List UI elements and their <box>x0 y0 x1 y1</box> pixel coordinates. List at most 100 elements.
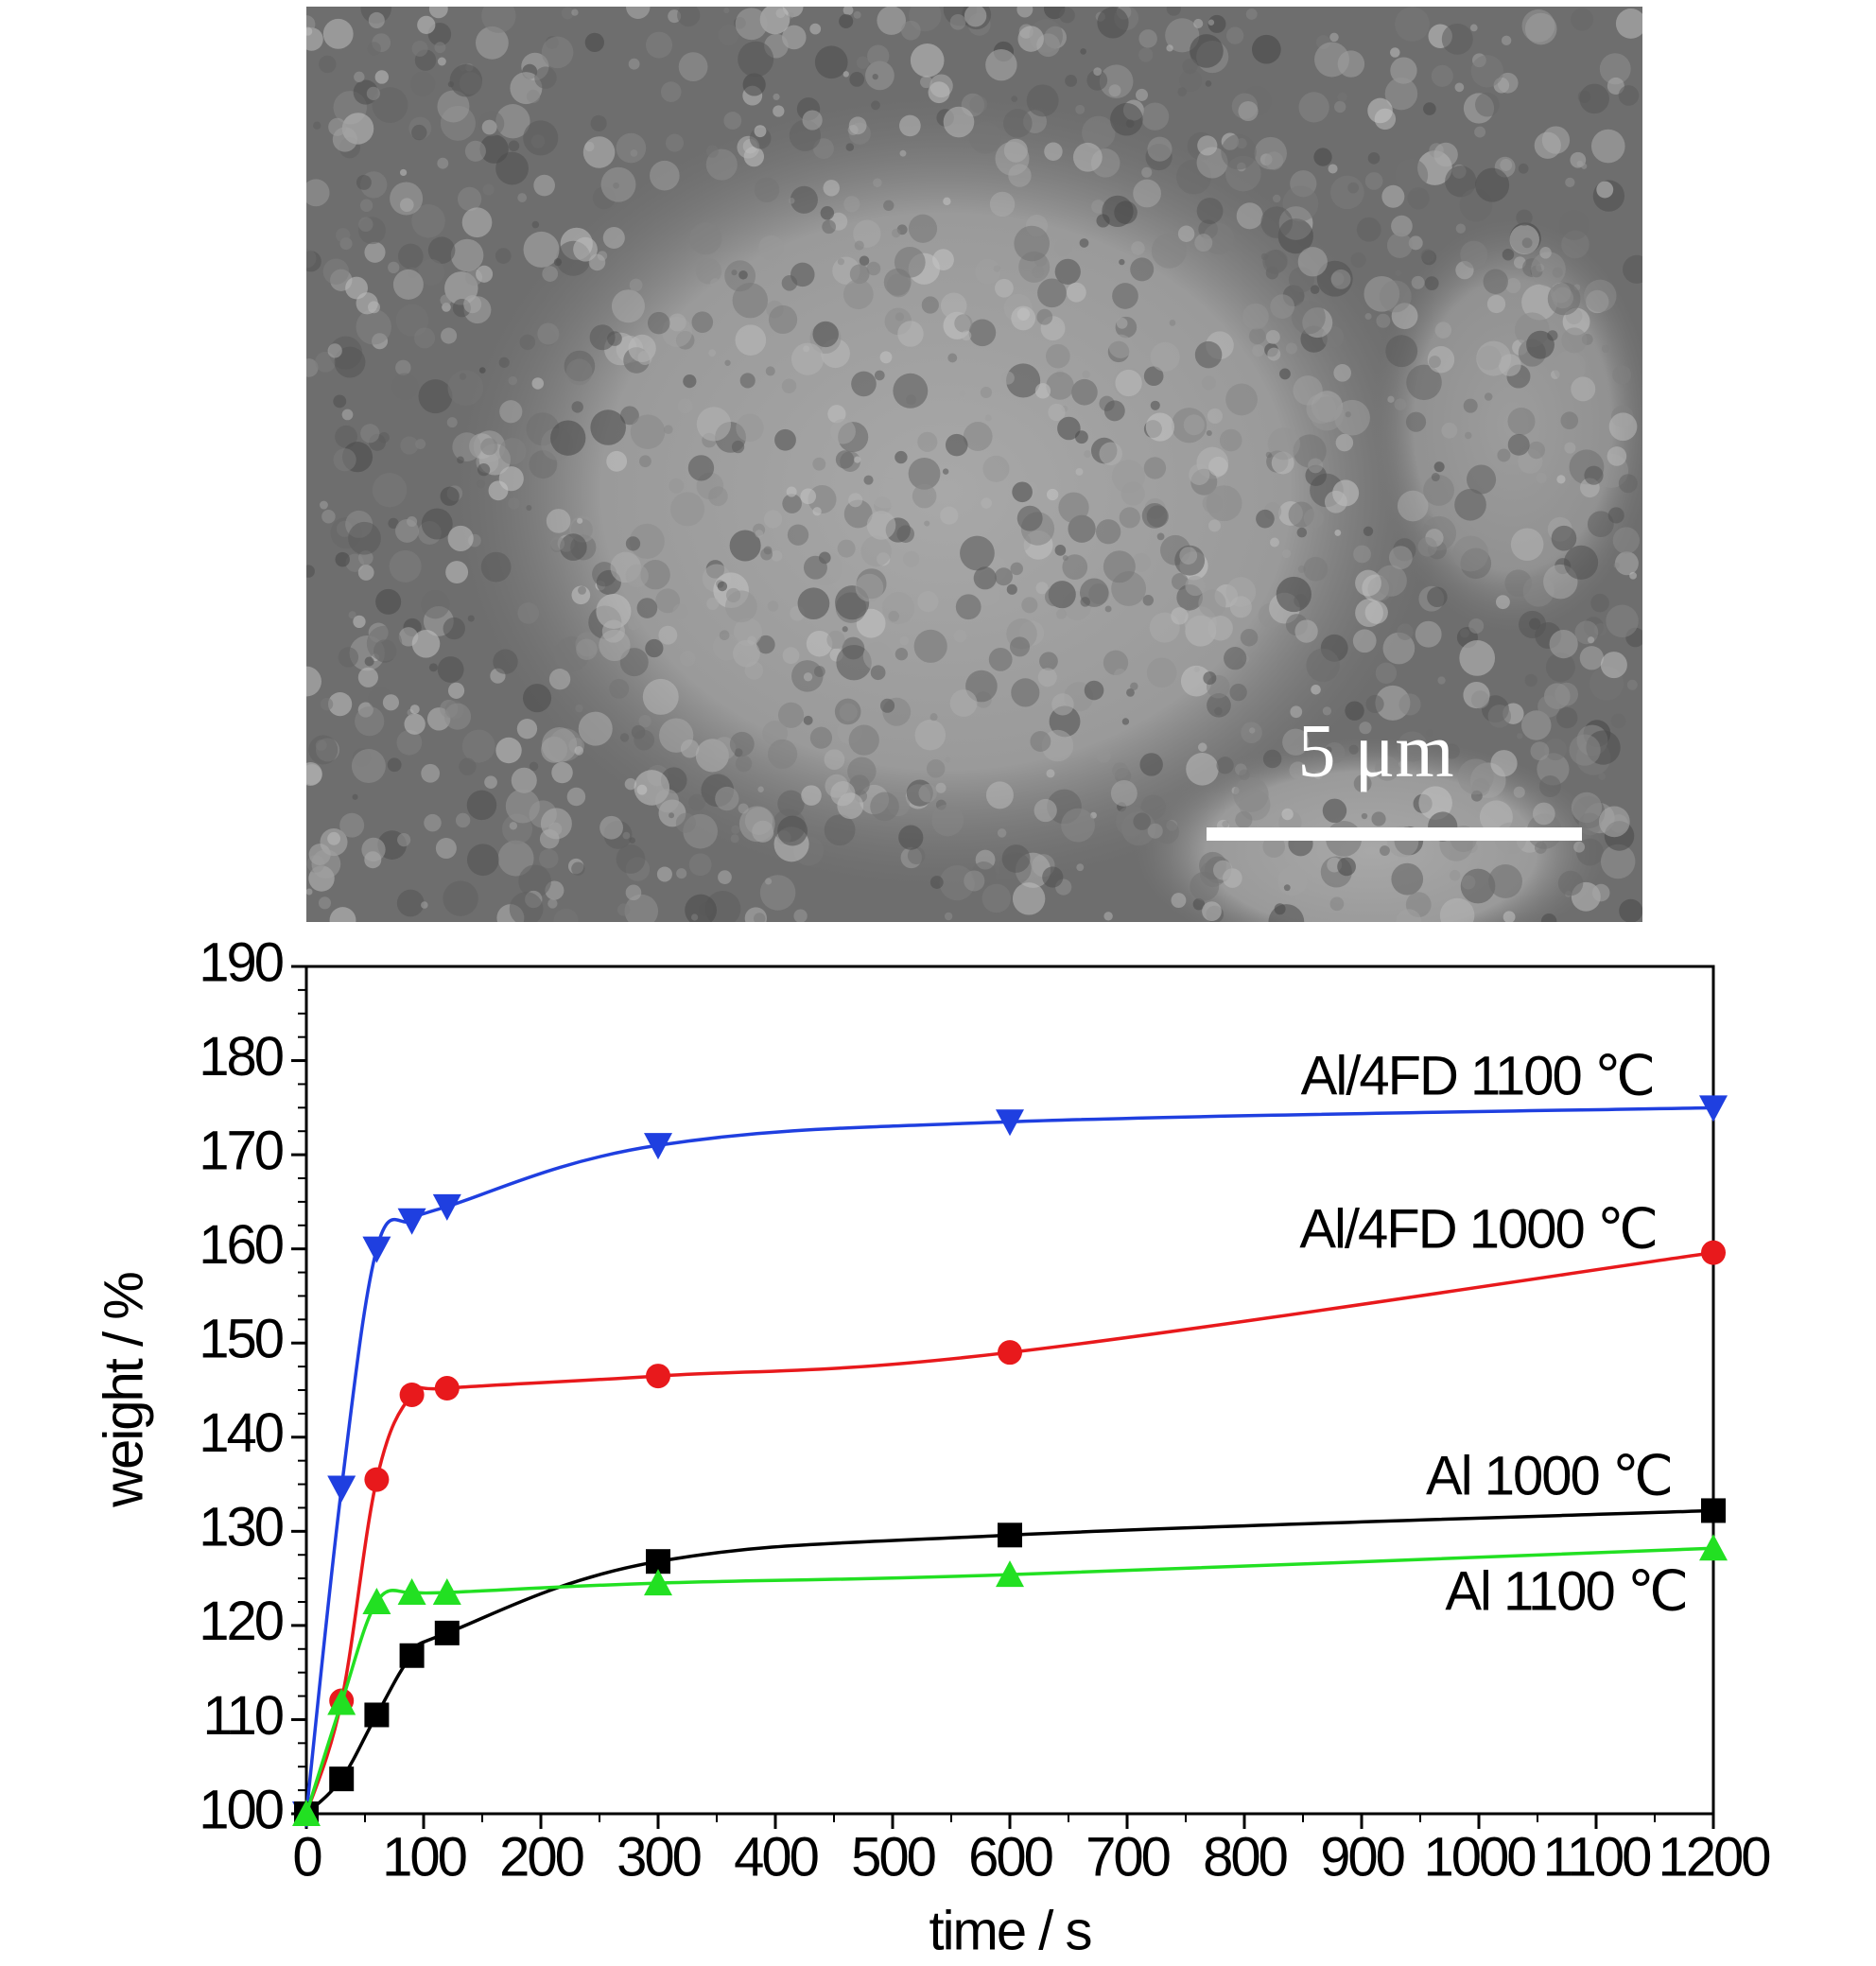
texture-grain <box>1518 163 1529 174</box>
texture-grain <box>1596 181 1614 199</box>
texture-grain <box>696 407 732 442</box>
texture-grain <box>1623 254 1642 284</box>
texture-grain <box>1314 42 1350 78</box>
texture-grain <box>1573 841 1586 853</box>
texture-grain <box>928 81 950 104</box>
texture-grain <box>1207 408 1223 425</box>
texture-grain <box>1424 276 1439 290</box>
texture-grain <box>414 327 436 349</box>
texture-grain <box>1431 64 1453 87</box>
texture-grain <box>675 812 697 833</box>
texture-grain <box>338 647 359 668</box>
texture-grain <box>1531 252 1566 287</box>
texture-grain <box>1334 100 1346 113</box>
texture-grain <box>353 615 366 629</box>
texture-grain <box>1011 305 1036 331</box>
texture-grain <box>327 831 340 845</box>
texture-grain <box>619 648 649 677</box>
y-tick-label: 140 <box>199 1402 283 1464</box>
texture-grain <box>596 593 632 630</box>
marker <box>364 1467 390 1492</box>
texture-grain <box>896 525 914 543</box>
texture-grain <box>1381 184 1405 208</box>
texture-grain <box>1061 808 1095 843</box>
texture-grain <box>1534 842 1547 854</box>
texture-grain <box>1126 687 1135 697</box>
texture-grain <box>969 121 1001 154</box>
texture-grain <box>824 814 856 846</box>
texture-grain <box>1345 701 1364 721</box>
texture-grain <box>1530 741 1550 761</box>
texture-grain <box>616 844 646 874</box>
texture-grain <box>1091 200 1105 214</box>
texture-grain <box>1297 247 1328 277</box>
texture-grain <box>929 876 944 889</box>
texture-grain <box>523 120 559 156</box>
texture-grain <box>1116 318 1128 329</box>
texture-grain <box>855 573 884 602</box>
texture-grain <box>1563 545 1599 580</box>
texture-grain <box>1034 798 1057 823</box>
texture-grain <box>1039 652 1058 671</box>
texture-grain <box>1606 604 1639 638</box>
texture-grain <box>1433 461 1445 473</box>
texture-grain <box>1444 743 1460 759</box>
texture-grain <box>1411 275 1425 289</box>
texture-grain <box>354 71 365 83</box>
texture-grain <box>1197 742 1207 752</box>
texture-grain <box>437 656 464 683</box>
texture-grain <box>1036 308 1053 325</box>
texture-grain <box>1382 632 1416 665</box>
texture-grain <box>1282 548 1292 559</box>
texture-grain <box>691 311 714 333</box>
texture-grain <box>1361 812 1368 820</box>
texture-grain <box>1581 163 1588 169</box>
texture-grain <box>1229 596 1252 618</box>
texture-grain <box>924 520 930 527</box>
texture-grain <box>318 896 332 910</box>
texture-grain <box>1035 582 1049 595</box>
texture-grain <box>1608 412 1638 442</box>
texture-grain <box>523 231 560 268</box>
texture-grain <box>1265 329 1280 344</box>
marker <box>327 1475 356 1503</box>
texture-grain <box>1146 657 1177 688</box>
texture-grain <box>529 761 539 772</box>
texture-grain <box>849 264 870 285</box>
texture-grain <box>561 7 574 20</box>
texture-grain <box>960 535 995 571</box>
texture-grain <box>842 626 848 633</box>
texture-grain <box>628 58 640 70</box>
y-tick-label: 120 <box>199 1591 283 1652</box>
texture-grain <box>738 806 775 843</box>
texture-grain <box>1420 249 1435 263</box>
texture-grain <box>508 375 518 386</box>
texture-grain <box>1037 278 1067 308</box>
texture-grain <box>1497 72 1519 94</box>
texture-grain <box>756 635 775 654</box>
texture-grain <box>1468 618 1485 634</box>
texture-grain <box>1345 411 1351 418</box>
series-label: Al/4FD 1100 ℃ <box>1301 1045 1654 1106</box>
texture-grain <box>1012 481 1033 503</box>
marker <box>1699 1095 1728 1122</box>
texture-grain <box>926 759 946 778</box>
texture-grain <box>396 889 425 917</box>
x-tick-label: 1200 <box>1658 1826 1769 1888</box>
texture-grain <box>940 506 959 525</box>
texture-grain <box>1510 528 1544 562</box>
texture-grain <box>901 20 921 41</box>
texture-grain <box>677 7 701 27</box>
texture-grain <box>584 32 604 52</box>
texture-grain <box>1133 812 1151 830</box>
texture-grain <box>1454 82 1465 93</box>
texture-grain <box>602 226 625 250</box>
texture-grain <box>629 837 635 844</box>
texture-grain <box>551 761 573 784</box>
texture-grain <box>1426 729 1434 737</box>
texture-grain <box>537 322 560 345</box>
texture-grain <box>573 236 598 262</box>
texture-grain <box>446 417 458 428</box>
texture-grain <box>1598 773 1607 781</box>
marker <box>1701 1498 1726 1523</box>
